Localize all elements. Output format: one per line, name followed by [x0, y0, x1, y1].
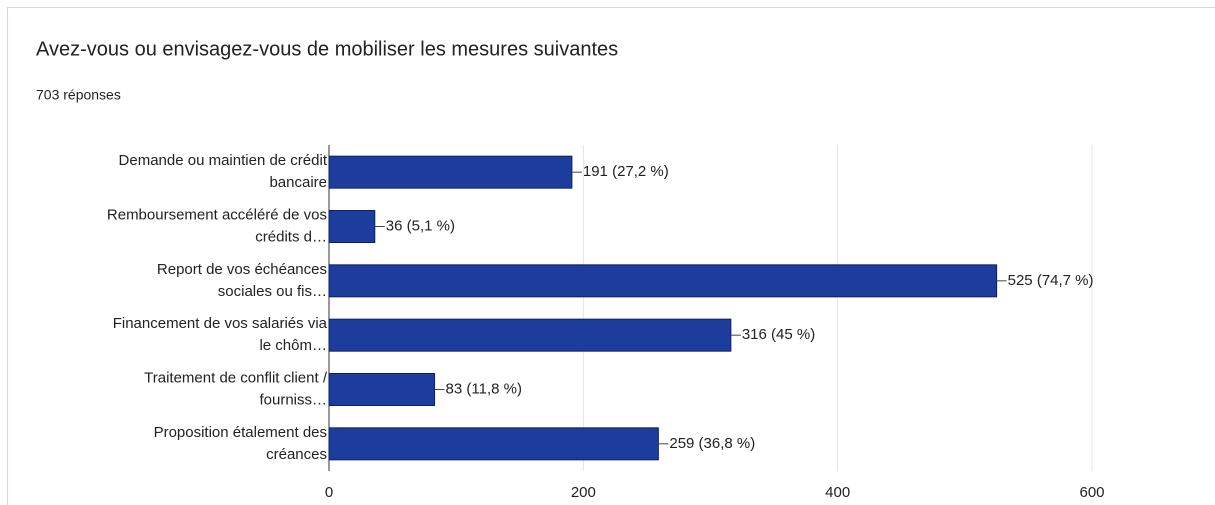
y-tick-label: sociales ou fis… — [218, 283, 327, 300]
chart-title: Avez-vous ou envisagez-vous de mobiliser… — [36, 38, 618, 60]
bar — [328, 210, 376, 243]
bar — [328, 427, 659, 461]
bar — [328, 318, 732, 352]
y-tick-label: Proposition étalement des — [154, 424, 327, 441]
y-tick-label: le chôm… — [259, 337, 327, 354]
bar — [328, 264, 998, 298]
card — [7, 7, 1215, 505]
value-label: 316 (45 %) — [742, 326, 815, 343]
bar — [328, 373, 436, 406]
y-tick-label: Traitement de conflit client / — [144, 369, 328, 386]
x-tick-label: 0 — [325, 484, 333, 501]
x-tick-label: 400 — [825, 484, 850, 501]
y-tick-label: Report de vos échéances — [157, 261, 327, 278]
y-tick-label: Remboursement accéléré de vos — [107, 206, 327, 223]
chart-subtitle: 703 réponses — [36, 87, 121, 103]
y-tick-label: fourniss… — [259, 391, 327, 408]
x-tick-label: 200 — [571, 484, 596, 501]
y-tick-label: crédits d… — [255, 228, 327, 245]
y-tick-label: Financement de vos salariés via — [113, 315, 328, 332]
value-label: 83 (11,8 %) — [446, 380, 522, 397]
x-tick-label: 600 — [1079, 484, 1104, 501]
y-tick-label: créances — [266, 446, 327, 463]
value-label: 36 (5,1 %) — [386, 217, 455, 234]
y-tick-label: bancaire — [269, 174, 327, 191]
value-label: 259 (36,8 %) — [669, 435, 755, 452]
value-label: 191 (27,2 %) — [583, 163, 669, 180]
value-label: 525 (74,7 %) — [1008, 272, 1094, 289]
bar — [328, 155, 573, 189]
y-tick-label: Demande ou maintien de crédit — [119, 152, 328, 169]
